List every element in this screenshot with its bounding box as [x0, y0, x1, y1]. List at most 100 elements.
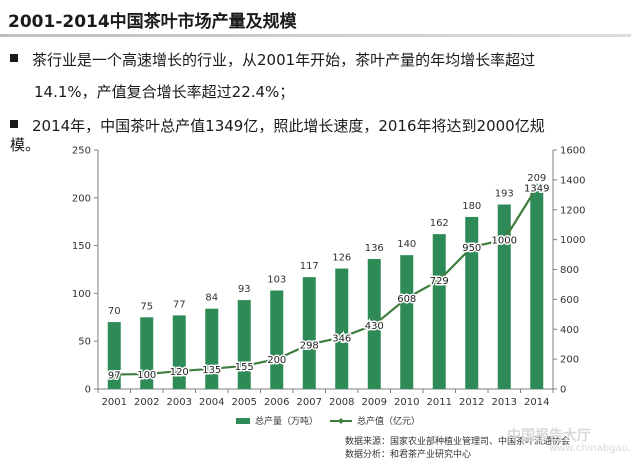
line-data-label: 120 [170, 367, 189, 378]
x-axis-tick-label: 2005 [232, 397, 257, 408]
bar-production [302, 277, 316, 389]
bar-data-label: 75 [140, 301, 153, 312]
line-point-marker [175, 367, 184, 376]
bar-production [205, 308, 219, 389]
line-point-marker [305, 340, 314, 349]
bullet-1: 茶行业是一个高速增长的行业，从2001年开始，茶叶产量的年均增长率超过 [10, 49, 535, 70]
right-axis-tick-label: 600 [560, 295, 579, 306]
right-axis-tick-label: 1600 [560, 146, 585, 157]
line-data-label: 346 [332, 333, 351, 344]
bar-production [400, 255, 414, 389]
page-title: 2001-2014中国茶叶市场产量及规模 [8, 12, 297, 32]
right-axis-tick-label: 0 [560, 385, 566, 396]
bullet-2-line-2: 模。 [10, 136, 41, 154]
line-data-label: 100 [137, 370, 156, 381]
watermark-subtext: www.chinabgao.com [549, 443, 631, 454]
x-axis-tick-label: 2014 [524, 397, 549, 408]
legend-bar-label: 总产量（万吨） [255, 415, 318, 427]
bar-data-label: 162 [430, 218, 449, 229]
bar-data-label: 193 [495, 188, 514, 199]
right-axis-tick-label: 400 [560, 325, 579, 336]
line-data-label: 200 [267, 355, 286, 366]
line-data-label: 1000 [492, 236, 517, 247]
bar-production [432, 234, 446, 389]
bar-production [497, 204, 511, 389]
x-axis-tick-label: 2003 [167, 397, 192, 408]
line-data-label: 298 [300, 340, 319, 351]
right-axis-tick-label: 1000 [560, 235, 585, 246]
bar-data-label: 103 [267, 275, 286, 286]
x-axis-tick-label: 2007 [297, 397, 322, 408]
line-data-label: 155 [235, 362, 254, 373]
x-axis-tick-label: 2013 [492, 397, 517, 408]
bar-production [335, 268, 349, 389]
line-point-marker [532, 183, 541, 192]
x-axis-tick-label: 2010 [394, 397, 419, 408]
x-axis-tick-label: 2006 [264, 397, 289, 408]
analysis-note: 数据分析：和君茶产业研究中心 [345, 448, 471, 460]
line-point-marker [207, 364, 216, 373]
bar-data-label: 136 [365, 243, 384, 254]
line-data-label: 135 [202, 365, 221, 376]
line-data-label: 950 [462, 243, 481, 254]
line-point-marker [370, 320, 379, 329]
bullet-square-icon [10, 54, 18, 62]
bar-data-label: 126 [332, 253, 351, 264]
right-axis-tick-label: 200 [560, 355, 579, 366]
x-axis-tick-label: 2008 [329, 397, 354, 408]
bullet-square-icon [10, 120, 18, 128]
bar-data-label: 180 [462, 201, 481, 212]
bar-data-label: 70 [108, 306, 121, 317]
line-point-marker [272, 355, 281, 364]
line-point-marker [110, 370, 119, 379]
source-note: 数据来源：国家农业部种植业管理司、中国茶叶流通协会 [345, 435, 570, 447]
left-axis-tick-label: 200 [72, 193, 91, 204]
line-point-marker [435, 276, 444, 285]
line-point-marker [240, 361, 249, 370]
bullet-1-line-2: 14.1%，产值复合增长率超过22.4%； [34, 83, 295, 101]
bar-data-label: 140 [397, 239, 416, 250]
legend-line-label: 总产值（亿元） [357, 415, 420, 427]
bar-data-label: 84 [205, 293, 218, 304]
bullet-2-line-1: 2014年，中国茶叶总产值1349亿，照此增长速度，2016年将达到2000亿规 [32, 117, 545, 135]
line-point-marker [467, 243, 476, 252]
title-divider [0, 34, 631, 37]
left-axis-tick-label: 250 [72, 146, 91, 157]
bullet-2: 2014年，中国茶叶总产值1349亿，照此增长速度，2016年将达到2000亿规 [10, 115, 545, 136]
line-point-marker [142, 370, 151, 379]
left-axis-tick-label: 100 [72, 289, 91, 300]
line-data-label: 97 [108, 371, 121, 382]
bar-production [465, 216, 479, 389]
bullet-1-line-1: 茶行业是一个高速增长的行业，从2001年开始，茶叶产量的年均增长率超过 [32, 51, 536, 69]
bar-production [270, 290, 284, 389]
bar-production [530, 189, 544, 389]
line-output-value [114, 186, 538, 376]
x-axis-tick-label: 2001 [102, 397, 127, 408]
right-axis-tick-label: 1400 [560, 175, 585, 186]
line-data-label: 430 [365, 321, 384, 332]
x-axis-tick-label: 2009 [362, 397, 387, 408]
line-point-marker [402, 294, 411, 303]
legend-bar-swatch [236, 418, 250, 424]
bar-production [140, 317, 154, 389]
x-axis-tick-label: 2004 [199, 397, 224, 408]
legend-line-marker [338, 418, 344, 424]
bar-production [107, 322, 121, 389]
bar-data-label: 77 [173, 299, 186, 310]
x-axis-tick-label: 2012 [459, 397, 484, 408]
left-axis-tick-label: 0 [85, 385, 91, 396]
line-data-label: 608 [397, 294, 416, 305]
watermark-text: 中国报告大厅 [507, 428, 591, 444]
line-data-label: 729 [430, 276, 449, 287]
right-axis-tick-label: 1200 [560, 205, 585, 216]
line-point-marker [500, 235, 509, 244]
bar-data-label: 117 [300, 261, 319, 272]
bar-data-label: 209 [527, 173, 546, 184]
line-point-marker [337, 333, 346, 342]
bar-data-label: 93 [238, 284, 251, 295]
left-axis-tick-label: 50 [78, 337, 91, 348]
x-axis-tick-label: 2011 [427, 397, 452, 408]
x-axis-tick-label: 2002 [134, 397, 159, 408]
left-axis-tick-label: 150 [72, 241, 91, 252]
